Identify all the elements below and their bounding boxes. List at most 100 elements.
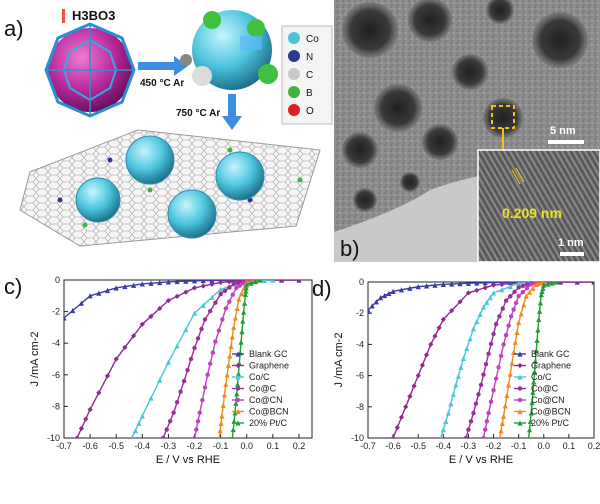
chart-d-legend-blank-gc-marker: [517, 351, 523, 357]
chart-d-series-co-bcn-marker: [499, 420, 505, 427]
chart-d-legend-co-bcn-label: Co@BCN: [531, 407, 571, 417]
chart-panel-d: d) -0.7 -0.6 -0.5 -0.4 -0.3 -0.2 -0.1 0.0 0.1 0.2 0…: [312, 276, 600, 466]
chart-d-legend-co-c-marker: [517, 374, 523, 380]
chart-d-series-co-c-marker: [486, 351, 491, 356]
hrtem-inset: 0.209 nm 1 nm: [477, 149, 600, 263]
chart-c-series-blank-gc-marker: [78, 300, 85, 306]
chart-d-series-co-cn-marker: [508, 314, 514, 319]
chart-d-legend-20-pt-c-label: 20% Pt/C: [531, 418, 570, 428]
chart-c-series-blank-gc-marker: [70, 307, 76, 314]
chart-c-series-co-cn: [192, 280, 262, 438]
chart-d-series-co-bcn-marker: [501, 413, 507, 419]
chart-d-series-20-pt-c-marker: [536, 316, 542, 323]
chart-d-series-co-c-marker: [470, 326, 477, 332]
chart-c-series-graphene-marker: [74, 435, 80, 438]
chart-c-series-20-pt-c-marker: [238, 339, 244, 345]
chart-c-ytick-label: 0: [55, 275, 60, 285]
chart-d-series-co-cn-line: [482, 282, 544, 438]
chart-d-series-20-pt-c-marker: [526, 427, 533, 433]
chart-c-xtick-label: 0.1: [267, 441, 280, 451]
chart-c-series-co-cn-marker: [234, 285, 239, 291]
chart-c-series-blank-gc-marker: [64, 315, 67, 321]
chart-d-series-co-cn-marker: [501, 342, 506, 347]
chart-c-series-co-c-marker: [195, 336, 201, 341]
chart-d-series-graphene-marker: [482, 285, 488, 291]
chart-d-series-co-c-marker: [497, 314, 502, 319]
chart-c-series-20-pt-c-marker: [235, 381, 241, 387]
chart-d-xlabel: E / V vs RHE: [449, 454, 513, 466]
chart-c-series-co-c-marker: [218, 292, 223, 297]
chart-c-series-co-c-marker: [202, 317, 208, 322]
chart-d-series-co-cn-marker: [503, 332, 509, 338]
legend-swatch-n: [288, 50, 300, 62]
chart-c-series-blank-gc-marker: [113, 285, 119, 291]
chart-c-series-graphene-marker: [174, 293, 180, 299]
chart-c-series-co-c-marker: [261, 280, 267, 284]
chart-c-legend-blank-gc-marker: [235, 351, 241, 357]
chart-d-series-co-c-marker: [468, 419, 474, 424]
chart-c-series-blank-gc-marker: [131, 282, 137, 288]
chart-d-series-co-bcn-marker: [514, 329, 520, 336]
chart-c-series-blank-gc-marker: [174, 280, 180, 285]
chart-d-series-co-bcn-marker: [507, 371, 513, 377]
chart-c-xtick-label: 0.2: [293, 441, 306, 451]
chart-d-series-co-bcn-marker: [498, 435, 502, 438]
chart-c-series-co-c-marker: [231, 281, 236, 287]
chart-d-series-20-pt-c-marker: [531, 368, 538, 375]
chart-d-series-co-c-marker: [443, 418, 449, 424]
chart-c-series-graphene-marker: [87, 406, 93, 413]
chart-c-series-co-c-marker: [136, 420, 142, 426]
chart-d-series-co-c-marker: [455, 373, 461, 379]
chart-c-series-co-bcn-marker: [238, 290, 245, 297]
chart-c-series-20-pt-c-marker: [244, 282, 250, 288]
chart-c-legend-co-c-marker: [235, 374, 241, 380]
chart-d-series-co-bcn-marker: [504, 392, 510, 398]
chart-d-series-co-cn-marker: [529, 282, 534, 287]
chart-c-series-blank-gc-marker: [148, 280, 154, 286]
chart-d-series-blank-gc: [368, 282, 594, 313]
chart-c-series-co-c-marker: [171, 410, 176, 415]
chart-d-series-co-c-marker: [463, 435, 469, 438]
panel-a-schematic: a) H3BO3 450 °C Ar: [4, 8, 333, 247]
chart-c-xtick-label: -0.7: [56, 441, 72, 451]
chart-c-series-20-pt-c-marker: [234, 391, 240, 397]
chart-d-xtick-label: -0.1: [511, 441, 527, 451]
chart-d-series-co-c-marker: [478, 382, 484, 388]
chart-c-series-20-pt-c: [230, 280, 263, 438]
chart-c-series-graphene-marker: [148, 313, 154, 319]
chart-d-series-co-cn-marker: [496, 365, 501, 370]
mof-sphere-icon: [44, 22, 136, 118]
chart-d-xtick-label: 0.1: [563, 441, 576, 451]
chart-c-series-co-c-marker: [167, 418, 173, 424]
chart-d-series-co-cn-marker: [493, 376, 499, 381]
chart-d-series-20-pt-c-marker: [530, 389, 536, 395]
chart-c-series-20-pt-c-marker: [241, 309, 247, 315]
chart-d-series-co-bcn-marker: [512, 339, 518, 345]
chart-c-legend-co-bcn-label: Co@BCN: [249, 407, 289, 417]
chart-c-series-blank-gc-marker: [191, 280, 198, 284]
chart-c-series-co-c-marker: [178, 389, 183, 394]
chart-c-series-blank-gc-marker: [183, 280, 189, 284]
chart-d-series-graphene-marker: [436, 325, 442, 331]
chart-c-ytick-label: -10: [47, 433, 60, 443]
chart-d-series-co-cn-marker: [516, 293, 521, 299]
chart-c-ytick-label: -6: [52, 370, 60, 380]
chart-d-series-20-pt-c-marker: [534, 337, 540, 343]
arrow-down-icon: [222, 94, 242, 130]
chart-c-series-co-cn-marker: [230, 292, 236, 297]
chart-c-series-20-pt-c-marker: [240, 318, 246, 324]
chart-c-series-co-bcn-marker: [229, 334, 235, 340]
chart-d-series-blank-gc-marker: [373, 299, 379, 305]
chart-d-series-blank-gc-marker: [440, 282, 446, 287]
chart-c-series-co-cn-marker: [220, 317, 225, 322]
chart-d-series-20-pt-c-marker: [549, 282, 555, 286]
chart-c-series-co-c-marker: [270, 280, 276, 283]
chart-d-ytick-label: 0: [359, 277, 364, 287]
chart-d-series-co-c-marker: [480, 304, 487, 310]
chart-d-series-graphene-marker: [394, 425, 400, 431]
chart-c-series-co-c-marker: [132, 428, 138, 434]
chart-c-series-graphene-marker: [183, 289, 189, 295]
chart-c-series-20-pt-c-marker: [242, 291, 249, 297]
chart-d-ytick-label: -8: [356, 402, 364, 412]
